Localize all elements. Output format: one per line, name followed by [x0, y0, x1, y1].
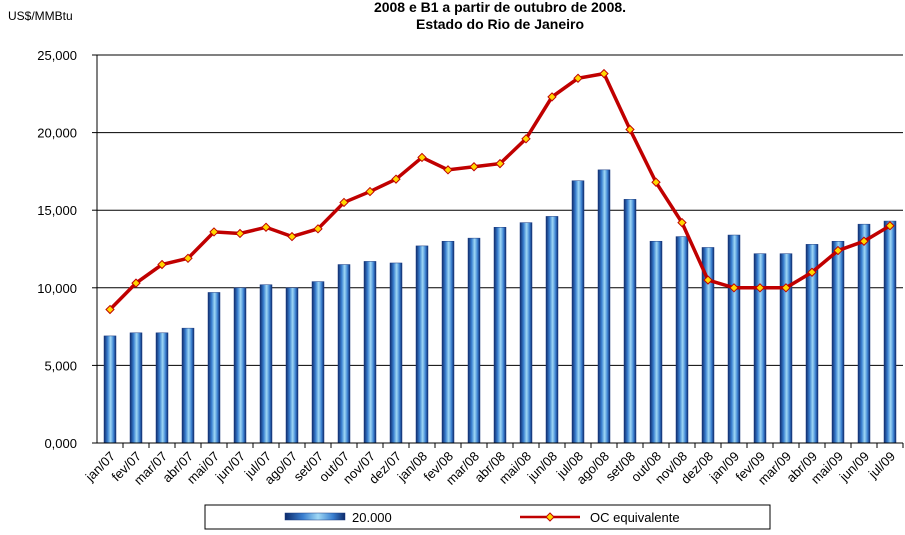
bar — [753, 253, 767, 444]
marker — [729, 283, 739, 293]
marker — [261, 222, 271, 232]
marker — [105, 304, 115, 315]
bar — [285, 287, 299, 444]
marker — [885, 221, 895, 231]
marker — [339, 197, 349, 208]
x-tick-label: jun/08 — [524, 449, 560, 485]
bar — [597, 169, 611, 444]
marker — [469, 162, 479, 172]
marker — [755, 283, 765, 293]
marker — [599, 68, 609, 79]
x-tick-label: jan/09 — [706, 449, 742, 485]
bar — [181, 327, 195, 444]
y-tick-label: 15,000 — [37, 203, 77, 218]
y-tick-label: 0,000 — [44, 436, 77, 451]
bar — [233, 287, 247, 444]
bar — [831, 240, 845, 444]
marker — [677, 217, 687, 228]
x-tick-label: jun/07 — [212, 449, 248, 485]
marker — [287, 231, 297, 242]
marker — [625, 124, 635, 135]
legend-swatch — [284, 512, 346, 521]
chart-subtitle: Estado do Rio de Janeiro — [416, 16, 584, 32]
chart-title: 2008 e B1 a partir de outubro de 2008. — [374, 0, 626, 15]
y-tick-label: 25,000 — [37, 48, 77, 63]
marker — [417, 152, 427, 163]
marker — [833, 245, 843, 256]
marker — [859, 236, 869, 246]
legend-label: OC equivalente — [590, 510, 680, 525]
bar — [389, 262, 403, 444]
marker — [495, 158, 505, 169]
marker — [781, 283, 791, 293]
marker — [391, 174, 401, 184]
bar — [623, 199, 637, 444]
marker — [651, 177, 661, 187]
bar — [545, 216, 559, 444]
x-tick-label: jul/09 — [865, 449, 898, 482]
marker — [703, 275, 713, 285]
bar — [493, 227, 507, 444]
marker — [235, 228, 245, 239]
bar — [311, 281, 325, 444]
x-tick-label: jan/07 — [82, 449, 118, 485]
bar — [779, 253, 793, 444]
bar — [259, 284, 273, 444]
bar — [103, 335, 117, 444]
y-axis-label: US$/MMBtu — [8, 9, 73, 23]
marker — [157, 259, 167, 270]
marker — [313, 224, 323, 234]
marker — [521, 134, 531, 144]
bar — [415, 245, 429, 444]
bar — [441, 240, 455, 444]
bar — [649, 240, 663, 444]
marker — [209, 227, 219, 237]
bar — [571, 180, 585, 444]
bar — [727, 234, 741, 444]
y-tick-label: 10,000 — [37, 281, 77, 296]
marker — [547, 92, 557, 102]
marker — [131, 278, 141, 288]
x-tick-label: jan/08 — [394, 449, 430, 485]
marker — [443, 165, 453, 175]
legend-label: 20.000 — [352, 510, 392, 525]
y-tick-label: 20,000 — [37, 126, 77, 141]
bar — [857, 223, 871, 444]
bar — [337, 264, 351, 444]
bar — [883, 220, 897, 444]
marker — [573, 73, 583, 83]
x-tick-label: jun/09 — [836, 449, 872, 485]
bar — [467, 237, 481, 444]
legend-marker — [545, 512, 555, 522]
marker — [807, 267, 817, 277]
y-tick-label: 5,000 — [44, 358, 77, 373]
bar — [155, 332, 169, 444]
bar — [363, 261, 377, 444]
bar — [519, 222, 533, 444]
bar — [675, 236, 689, 444]
bar — [129, 332, 143, 444]
marker — [183, 253, 193, 264]
bar — [207, 292, 221, 444]
marker — [365, 186, 375, 197]
